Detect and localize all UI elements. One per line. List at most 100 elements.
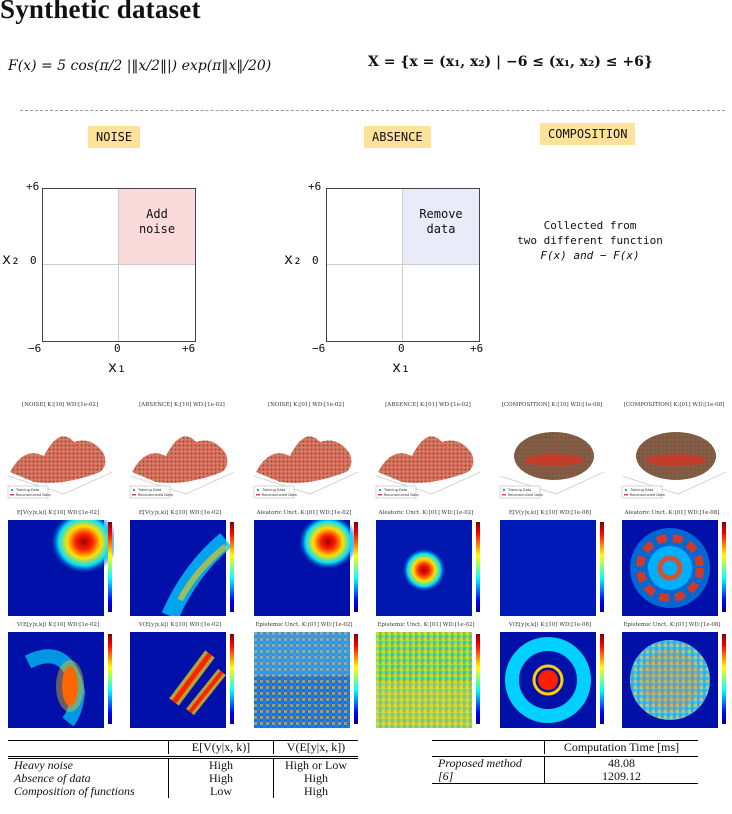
table2-header-1: Computation Time [ms]	[563, 740, 680, 754]
row-value: 1209.12	[602, 769, 641, 783]
row-value: Low	[168, 785, 274, 798]
table1-body: Heavy noise High High or Low Absence of dat…	[8, 759, 358, 798]
heatmap-plot	[376, 632, 480, 728]
row-label: Composition of functions	[8, 785, 169, 798]
heatmap-title: V(E[y|x,k]) K:[10] WD:[1e-02]	[138, 622, 222, 628]
legend-training: Training Data	[383, 488, 407, 492]
x-axis-label: x₁	[108, 358, 127, 376]
heatmap-title: Aleatoric Unct. K:[01] WD:[1e-08]	[624, 510, 720, 516]
x-left-label: −6	[312, 342, 326, 355]
table1-header-1: E[V(y|x, k)]	[168, 741, 274, 754]
composition-line-1: Collected from	[543, 219, 637, 232]
legend-training: Training Data	[15, 488, 39, 492]
absence-text-2: data	[426, 222, 456, 236]
legend-reconstructed: Reconstructed Data	[384, 493, 419, 497]
formula-x: X = {x = (x₁, x₂) | −6 ≤ (x₁, x₂) ≤ +6}	[368, 54, 653, 70]
legend-reconstructed: Reconstructed Data	[16, 493, 51, 497]
table2-row: Proposed method 48.08	[432, 757, 698, 770]
noise-text-2: noise	[138, 222, 176, 236]
heatmap-title: V(E[y|x,k]) K:[10] WD:[1e-02]	[16, 622, 100, 628]
composition-line-2: two different function	[517, 234, 663, 247]
legend-reconstructed: Reconstructed Data	[262, 493, 297, 497]
row-label: Heavy noise	[8, 759, 169, 772]
legend-training: Training Data	[137, 488, 161, 492]
y-mid-label: 0	[30, 254, 37, 267]
absence-plot-frame: Remove data	[326, 188, 480, 342]
uncertainty-table: E[V(y|x, k)] V(E[y|x, k]) Heavy noise Hig…	[8, 740, 358, 798]
heatmap-panel	[500, 520, 606, 620]
noise-region: Add noise	[119, 189, 195, 264]
surface-plot-title: [ABSENCE] K:[01] WD:[1e-02]	[385, 402, 471, 408]
heatmap-panel	[254, 632, 360, 732]
table1-row: Heavy noise High High or Low	[8, 759, 358, 772]
x-mid-label: 0	[114, 342, 121, 355]
absence-diagram: +6 0 x₂ Remove data −6 0 +6 x₁	[284, 180, 544, 380]
table2-row: [6] 1209.12	[432, 770, 698, 783]
surface-panel: Training Data Reconstructed Data	[618, 416, 728, 506]
surface-plot-title: [NOISE] K:[01] WD:[1e-02]	[267, 402, 345, 408]
row-value: High	[168, 772, 274, 785]
heatmap-panel	[8, 510, 118, 620]
tag-composition: COMPOSITION	[540, 123, 636, 145]
table1-row: Absence of data High High	[8, 772, 358, 785]
surface-panel: Training Data Reconstructed Data	[496, 416, 606, 506]
x-right-label: +6	[470, 342, 484, 355]
surface-plot-title: [COMPOSITION] K:[10] WD:[1e-08]	[501, 402, 603, 408]
heatmap-panel	[8, 632, 114, 732]
results-grid: [NOISE] K:[10] WD:[1e-02] Training Data Re…	[0, 396, 732, 728]
row-value: High or Low	[285, 758, 347, 772]
legend-training: Training Data	[261, 488, 285, 492]
table1-row: Composition of functions Low High	[8, 785, 358, 798]
legend-reconstructed: Reconstructed Data	[508, 493, 543, 497]
row-value: High	[304, 771, 328, 785]
y-axis-label: x₂	[284, 250, 303, 268]
legend-training: Training Data	[507, 488, 531, 492]
y-top-label: +6	[308, 180, 322, 193]
heatmap-title: E[V(y|x,k)] K:[10] WD:[1e-02]	[138, 510, 222, 516]
composition-line-3: F(x) and − F(x)	[540, 249, 640, 262]
surface-panel: Training Data Reconstructed Data	[250, 416, 360, 506]
heatmap-plot	[376, 520, 480, 616]
row-value: High	[168, 759, 274, 772]
heatmap-title: Aleatoric Unct. K:[01] WD:[1e-02]	[378, 510, 474, 516]
heatmap-plot	[8, 632, 112, 728]
x-right-label: +6	[182, 342, 196, 355]
x-mid-label: 0	[398, 342, 405, 355]
heatmap-title: Aleatoric Unct. K:[01] WD:[1e-02]	[256, 510, 352, 516]
heatmap-plot	[254, 514, 358, 616]
tag-noise: NOISE	[88, 126, 141, 148]
table1-header-2: V(E[y|x, k])	[286, 740, 346, 754]
row-label: Proposed method	[432, 757, 545, 770]
x-axis-label: x₁	[392, 358, 411, 376]
heatmap-title: Epistemic Unct. K:[01] WD:[1e-02]	[255, 622, 353, 628]
surface-panel: Training Data Reconstructed Data	[372, 416, 482, 506]
noise-diagram: +6 0 x₂ Add noise −6 0 +6 x₁	[0, 180, 260, 380]
legend-training: Training Data	[629, 488, 653, 492]
table2-body: Proposed method 48.08 [6] 1209.12	[432, 757, 698, 783]
heatmap-plot	[622, 632, 726, 728]
heatmap-panel	[622, 632, 728, 732]
heatmap-plot	[130, 520, 234, 620]
y-axis-label: x₂	[2, 250, 21, 268]
heatmap-title: E[V(y|x,k)] K:[10] WD:[1e-02]	[16, 510, 100, 516]
page-title: Synthetic dataset	[0, 0, 201, 24]
tag-absence: ABSENCE	[364, 126, 431, 148]
heatmap-plot	[8, 510, 118, 616]
legend-reconstructed: Reconstructed Data	[630, 493, 665, 497]
heatmap-plot	[130, 632, 234, 728]
heatmap-panel	[500, 632, 606, 732]
row-label: Absence of data	[8, 772, 169, 785]
row-value: High	[304, 784, 328, 798]
y-top-label: +6	[26, 180, 40, 193]
heatmap-title: Epistemic Unct. K:[01] WD:[1e-08]	[623, 622, 721, 628]
legend-reconstructed: Reconstructed Data	[138, 493, 173, 497]
x-left-label: −6	[28, 342, 42, 355]
row-label: [6]	[432, 770, 545, 783]
noise-plot-frame: Add noise	[42, 188, 196, 342]
noise-text-1: Add	[146, 207, 168, 221]
